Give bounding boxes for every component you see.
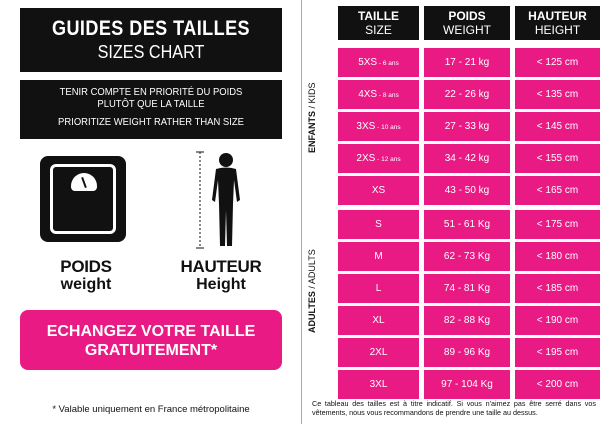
size-value: 2XS bbox=[356, 153, 376, 164]
height-cell: < 180 cm bbox=[515, 242, 600, 271]
size-cell: L bbox=[338, 274, 419, 303]
weight-cell: 22 - 26 kg bbox=[424, 80, 510, 109]
size-cell: 2XS - 12 ans bbox=[338, 144, 419, 173]
height-cell: < 200 cm bbox=[515, 370, 600, 399]
exchange-line1: ECHANGEZ VOTRE TAILLE bbox=[46, 323, 256, 340]
size-cell: 5XS - 6 ans bbox=[338, 48, 419, 77]
age-value: - 8 ans bbox=[377, 92, 399, 99]
size-value: S bbox=[375, 219, 382, 230]
adults-side-label: ADULTES / ADULTS bbox=[307, 249, 317, 333]
size-value: XL bbox=[372, 315, 385, 326]
header-weight: POIDS WEIGHT bbox=[424, 6, 510, 40]
height-label-en: Height bbox=[196, 276, 246, 293]
size-value: 4XS bbox=[358, 89, 378, 100]
human-silhouette-icon bbox=[196, 151, 240, 249]
scale-needle bbox=[81, 176, 87, 189]
size-cell: 4XS - 8 ans bbox=[338, 80, 419, 109]
priority-note-fr-line1: TENIR COMPTE EN PRIORITÉ DU POIDS bbox=[59, 86, 243, 98]
priority-note-box: TENIR COMPTE EN PRIORITÉ DU POIDS PLUTÔT… bbox=[20, 80, 282, 139]
weight-label-en: weight bbox=[60, 276, 112, 293]
adults-label-en: ADULTS bbox=[307, 249, 317, 285]
weight-cell: 74 - 81 Kg bbox=[424, 274, 510, 303]
header-height: HAUTEUR HEIGHT bbox=[515, 6, 600, 40]
kids-label-en: KIDS bbox=[307, 82, 317, 104]
adults-label-fr: ADULTES bbox=[307, 291, 317, 333]
size-value: 5XS bbox=[358, 57, 378, 68]
size-cell: XL bbox=[338, 306, 419, 335]
header-size-en: SIZE bbox=[365, 23, 392, 37]
age-value: - 6 ans bbox=[377, 60, 399, 67]
weight-cell: 51 - 61 Kg bbox=[424, 210, 510, 239]
size-guide-left-panel: GUIDES DES TAILLES SIZES CHART TENIR COM… bbox=[20, 8, 282, 415]
weight-cell: 97 - 104 Kg bbox=[424, 370, 510, 399]
size-cell: S bbox=[338, 210, 419, 239]
size-value: 3XS bbox=[356, 121, 376, 132]
height-cell: < 175 cm bbox=[515, 210, 600, 239]
free-exchange-banner: ECHANGEZ VOTRE TAILLE GRATUITEMENT* bbox=[20, 310, 282, 370]
header-size: TAILLE SIZE bbox=[338, 6, 419, 40]
size-value: 3XL bbox=[369, 379, 388, 390]
page-title: GUIDES DES TAILLES bbox=[51, 17, 251, 40]
panel-divider bbox=[301, 0, 302, 424]
header-height-en: HEIGHT bbox=[534, 23, 581, 37]
height-cell: < 195 cm bbox=[515, 338, 600, 367]
size-value: XS bbox=[371, 185, 386, 196]
size-cell: 3XS - 10 ans bbox=[338, 112, 419, 141]
weight-label-fr: POIDS bbox=[60, 257, 112, 276]
kids-side-label: ENFANTS / KIDS bbox=[307, 82, 317, 153]
age-value: - 12 ans bbox=[375, 156, 401, 163]
scale-icon bbox=[40, 156, 126, 242]
size-cell: M bbox=[338, 242, 419, 271]
table-header-row: TAILLE SIZE POIDS WEIGHT HAUTEUR HEIGHT bbox=[338, 6, 600, 40]
weight-cell: 89 - 96 Kg bbox=[424, 338, 510, 367]
table-footnote: Ce tableau des tailles est à titre indic… bbox=[312, 399, 596, 417]
size-value: M bbox=[374, 251, 383, 262]
title-box: GUIDES DES TAILLES SIZES CHART bbox=[20, 8, 282, 72]
header-weight-fr: POIDS bbox=[448, 9, 486, 23]
left-footnote: * Valable uniquement en France métropoli… bbox=[52, 404, 250, 415]
weight-cell: 17 - 21 kg bbox=[424, 48, 510, 77]
header-height-fr: HAUTEUR bbox=[528, 9, 587, 23]
priority-note-fr: TENIR COMPTE EN PRIORITÉ DU POIDS PLUTÔT… bbox=[33, 80, 269, 110]
weight-cell: 34 - 42 kg bbox=[424, 144, 510, 173]
height-cell: < 165 cm bbox=[515, 176, 600, 205]
size-cell: 2XL bbox=[338, 338, 419, 367]
height-cell: < 135 cm bbox=[515, 80, 600, 109]
height-label-fr: HAUTEUR bbox=[180, 257, 262, 276]
page-subtitle: SIZES CHART bbox=[97, 42, 205, 62]
kids-label-fr: ENFANTS bbox=[307, 110, 317, 153]
exchange-line2: GRATUITEMENT* bbox=[84, 342, 218, 359]
header-size-fr: TAILLE bbox=[357, 9, 400, 23]
age-value: - 10 ans bbox=[375, 124, 401, 131]
weight-cell: 27 - 33 kg bbox=[424, 112, 510, 141]
weight-cell: 82 - 88 Kg bbox=[424, 306, 510, 335]
height-cell: < 125 cm bbox=[515, 48, 600, 77]
size-cell: XS bbox=[338, 176, 419, 205]
scale-platform bbox=[50, 164, 116, 234]
size-value: 2XL bbox=[369, 347, 388, 358]
priority-note-en: PRIORITIZE WEIGHT RATHER THAN SIZE bbox=[58, 116, 244, 128]
priority-note-fr-line2: PLUTÔT QUE LA TAILLE bbox=[97, 98, 205, 110]
scale-dial bbox=[71, 173, 97, 191]
height-cell: < 190 cm bbox=[515, 306, 600, 335]
height-cell: < 145 cm bbox=[515, 112, 600, 141]
size-value: L bbox=[375, 283, 382, 294]
size-cell: 3XL bbox=[338, 370, 419, 399]
header-weight-en: WEIGHT bbox=[443, 23, 491, 37]
weight-cell: 43 - 50 kg bbox=[424, 176, 510, 205]
height-cell: < 185 cm bbox=[515, 274, 600, 303]
height-cell: < 155 cm bbox=[515, 144, 600, 173]
weight-cell: 62 - 73 Kg bbox=[424, 242, 510, 271]
